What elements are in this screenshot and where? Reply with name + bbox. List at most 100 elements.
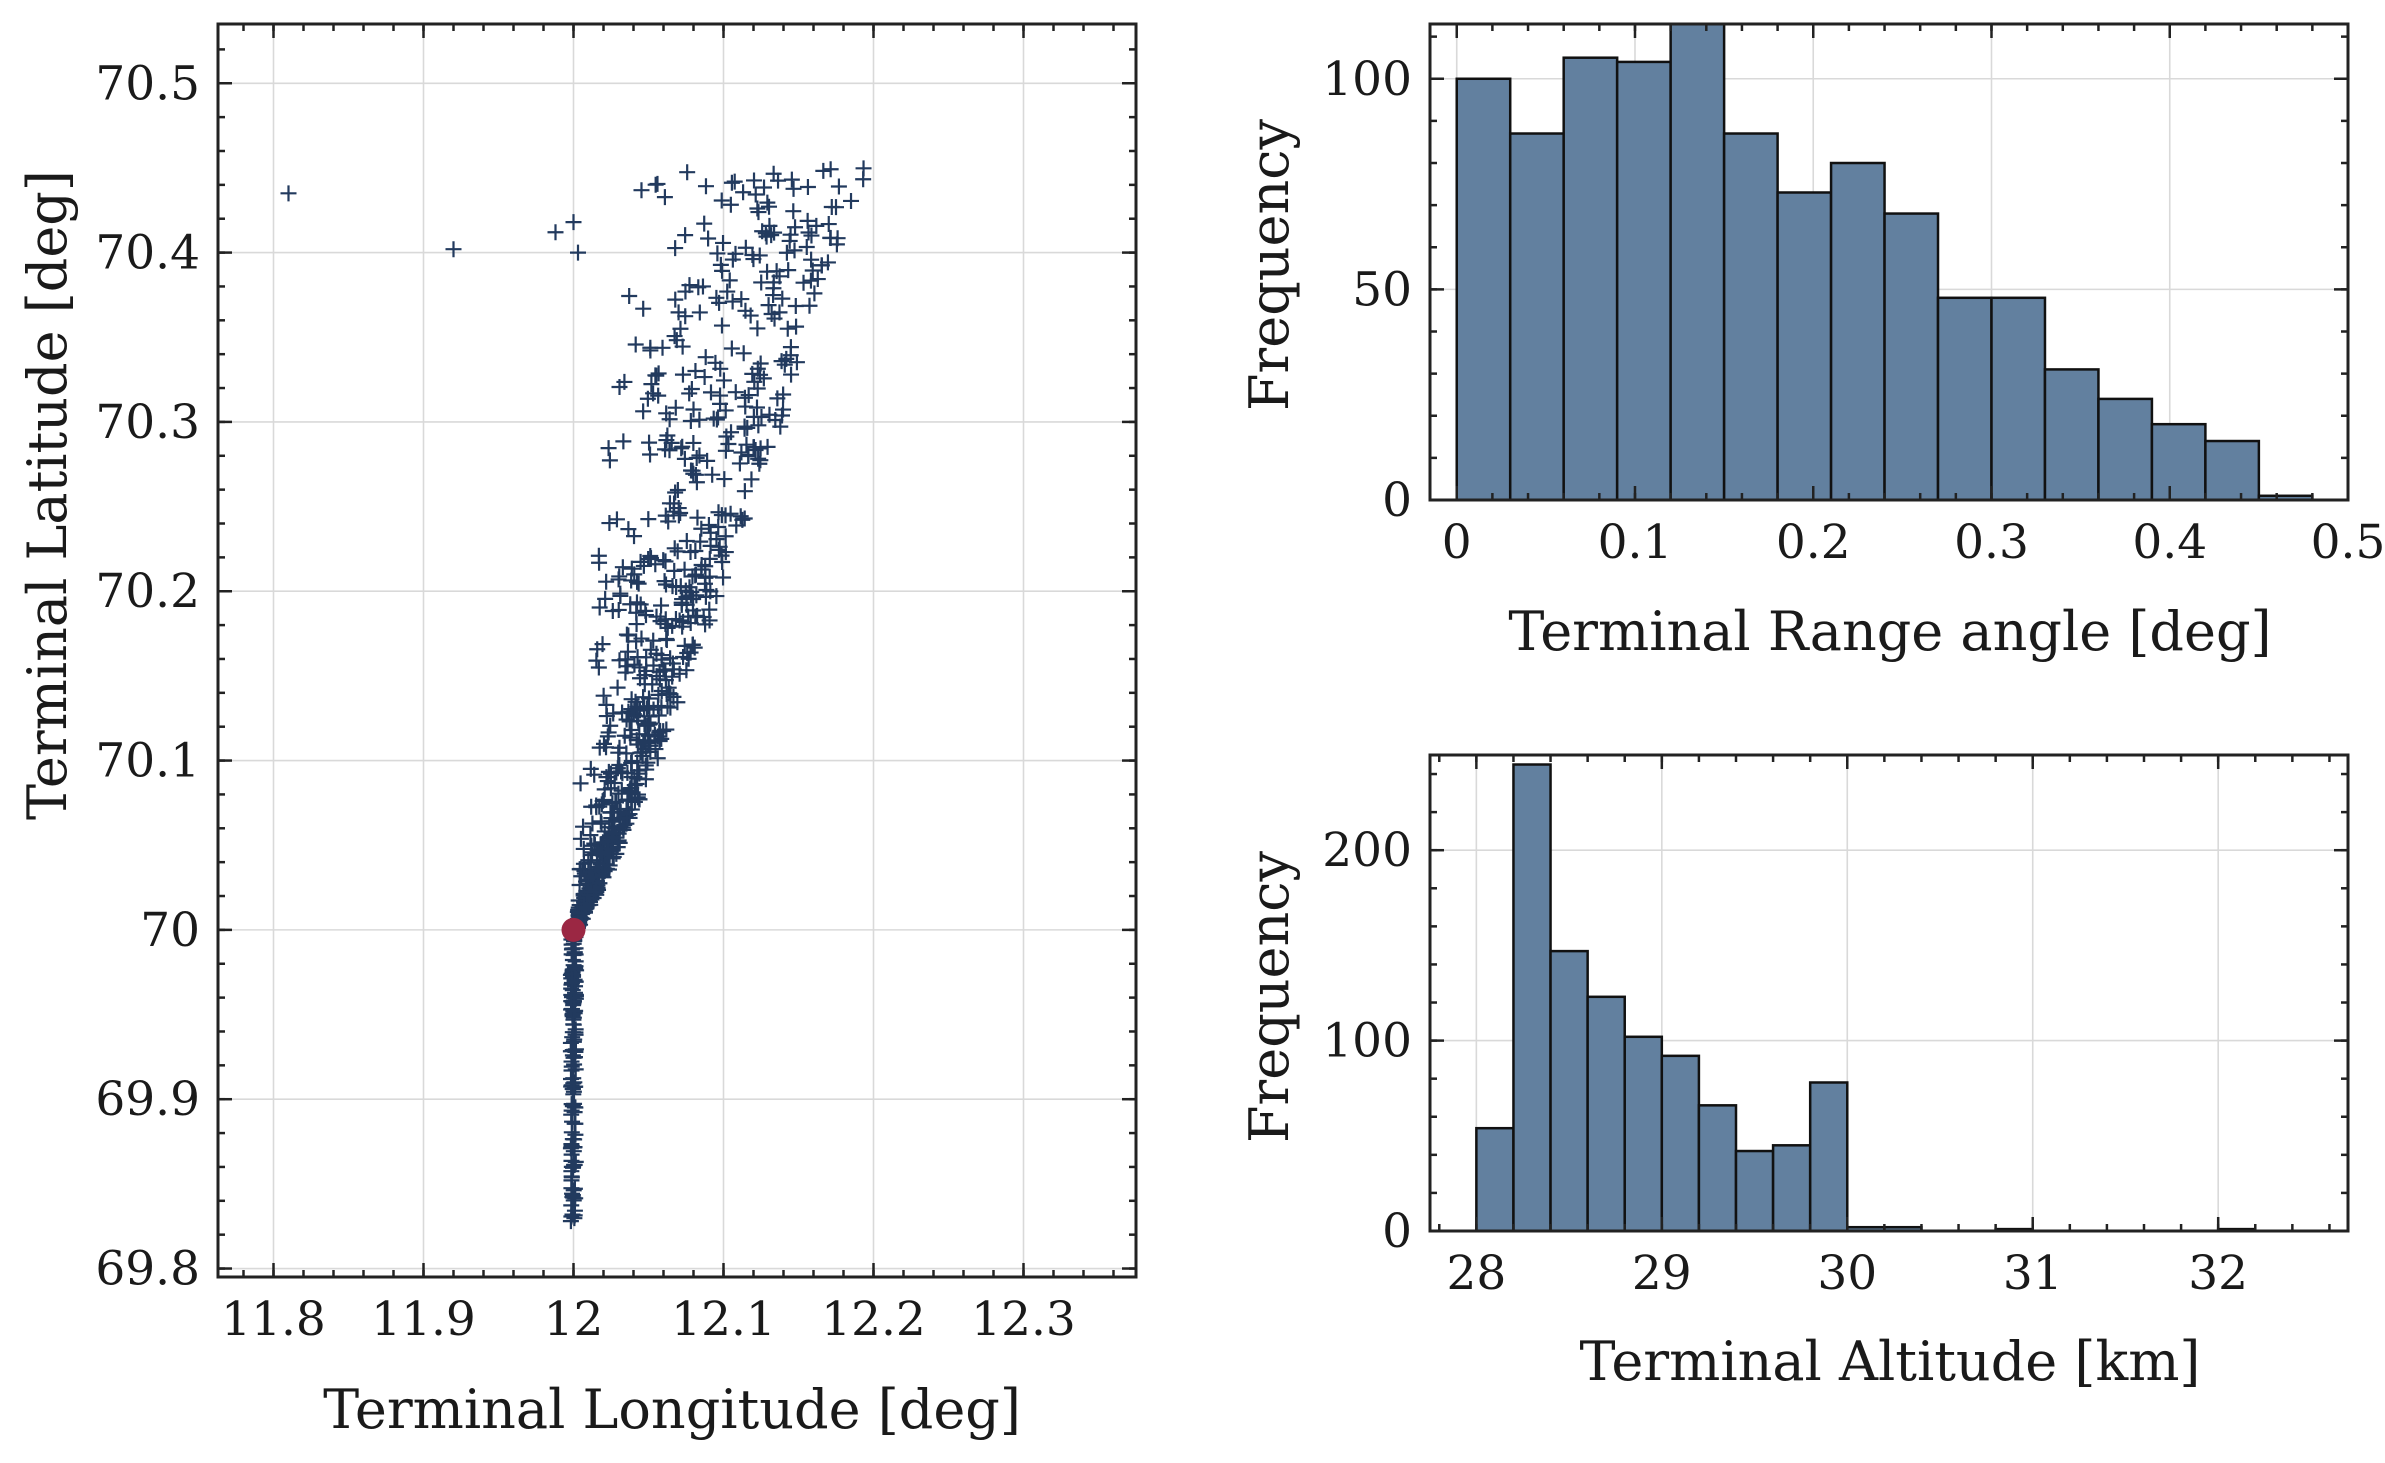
range-angle-y-tick-label: 0 — [1382, 473, 1412, 528]
altitude-bar — [1623, 1035, 1664, 1233]
scatter-point — [687, 363, 704, 380]
scatter-point — [774, 290, 791, 307]
altitude-x-tick-label: 29 — [1632, 1246, 1692, 1301]
scatter-point — [660, 513, 677, 530]
scatter-point — [657, 441, 674, 458]
scatter-point — [596, 823, 613, 840]
scatter-point — [666, 495, 683, 512]
scatter-point — [752, 355, 769, 372]
scatter-point — [803, 251, 820, 268]
scatter-point — [612, 804, 629, 821]
scatter-point — [612, 587, 629, 604]
scatter-point — [714, 553, 731, 570]
scatter-point — [664, 655, 681, 672]
scatter-point — [565, 1016, 582, 1033]
scatter-point — [654, 339, 671, 356]
scatter-point — [735, 345, 752, 362]
scatter-x-tick-label: 12 — [544, 1292, 604, 1347]
scatter-point — [567, 1190, 584, 1207]
scatter-y-tick-label: 70.3 — [95, 395, 200, 450]
scatter-x-tick-label: 12.3 — [971, 1292, 1076, 1347]
scatter-point — [785, 180, 802, 197]
scatter-point — [732, 508, 749, 525]
scatter-point — [726, 173, 743, 190]
scatter-point — [633, 182, 650, 199]
scatter-point — [601, 452, 618, 469]
scatter-point — [672, 320, 689, 337]
scatter-point — [643, 376, 660, 393]
scatter-point — [620, 627, 637, 644]
scatter-point — [602, 780, 619, 797]
altitude-bars — [1475, 763, 2257, 1233]
scatter-point — [674, 338, 691, 355]
scatter-point — [679, 164, 696, 181]
scatter-point — [563, 1001, 580, 1018]
scatter-point — [566, 1207, 583, 1224]
scatter-point — [733, 291, 750, 308]
scatter-point — [697, 616, 714, 633]
altitude-histogram-panel: 28 29 30 31 32 0 100 200 Terminal Altitude [km]… — [1238, 753, 2350, 1393]
scatter-point — [598, 708, 615, 725]
scatter-point — [653, 699, 670, 716]
scatter-point — [635, 403, 652, 420]
scatter-point — [640, 690, 657, 707]
scatter-point — [592, 813, 609, 830]
scatter-point — [771, 268, 788, 285]
scatter-point — [701, 601, 718, 618]
altitude-bar — [1586, 995, 1626, 1233]
altitude-bar — [1808, 1081, 1849, 1233]
scatter-point — [547, 224, 564, 241]
scatter-point — [760, 297, 777, 314]
scatter-point — [678, 532, 695, 549]
scatter-point — [608, 511, 625, 528]
scatter-point — [609, 679, 626, 696]
scatter-point — [740, 387, 757, 404]
scatter-point — [756, 179, 773, 196]
range-angle-bars — [1455, 22, 2314, 502]
range-angle-y-tick-label: 50 — [1352, 262, 1412, 317]
scatter-point — [685, 401, 702, 418]
scatter-point — [611, 739, 628, 756]
scatter-point — [645, 657, 662, 674]
scatter-point — [750, 204, 767, 221]
range-angle-bar — [2097, 397, 2154, 502]
altitude-y-tick-label: 0 — [1382, 1204, 1412, 1259]
scatter-point — [765, 165, 782, 182]
range-angle-y-axis-title: Frequency — [1238, 118, 1301, 411]
scatter-point — [681, 385, 698, 402]
scatter-point — [616, 727, 633, 744]
scatter-point — [595, 791, 612, 808]
range-angle-x-tick-label: 0.4 — [2132, 515, 2207, 570]
scatter-point — [691, 304, 708, 321]
scatter-point — [715, 234, 732, 251]
scatter-point — [672, 504, 689, 521]
altitude-plot-frame — [1428, 753, 2350, 1233]
scatter-point — [738, 436, 755, 453]
scatter-point — [600, 724, 617, 741]
scatter-point — [563, 1208, 580, 1225]
scatter-point — [563, 1106, 580, 1123]
altitude-bar — [1697, 1104, 1738, 1233]
scatter-point — [637, 771, 654, 788]
scatter-point — [710, 504, 727, 521]
scatter-point — [696, 215, 713, 232]
scatter-point — [830, 178, 847, 195]
scatter-point — [602, 717, 619, 734]
scatter-point — [749, 380, 766, 397]
scatter-point — [667, 399, 684, 416]
range-angle-bar — [1562, 56, 1619, 502]
scatter-point — [656, 189, 673, 206]
scatter-point — [591, 739, 608, 756]
scatter-point — [669, 543, 686, 560]
scatter-point — [745, 439, 762, 456]
scatter-point — [563, 974, 580, 991]
altitude-y-tick-label: 100 — [1322, 1014, 1412, 1069]
scatter-point — [656, 573, 673, 590]
scatter-point — [597, 590, 614, 607]
scatter-point — [719, 283, 736, 300]
scatter-point — [713, 192, 730, 209]
scatter-point — [722, 196, 739, 213]
scatter-point — [717, 442, 734, 459]
scatter-point — [628, 775, 645, 792]
